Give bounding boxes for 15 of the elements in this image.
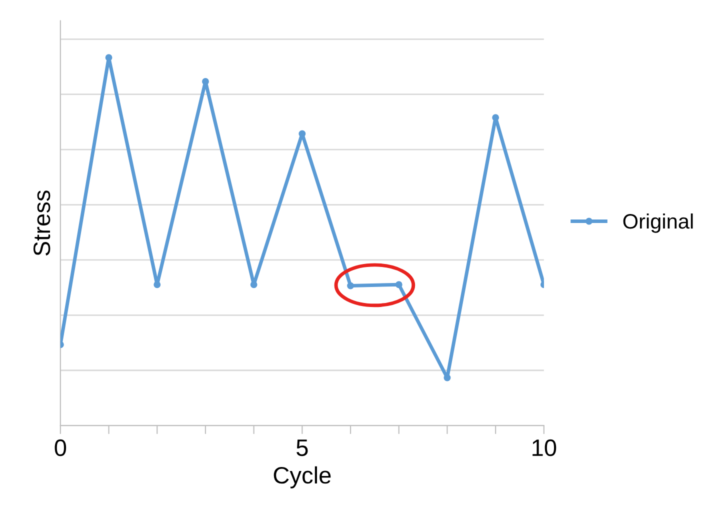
point bbox=[298, 130, 306, 138]
point bbox=[395, 281, 402, 288]
x-axis-title: Cycle bbox=[274, 466, 331, 488]
x-tick-label: 10 bbox=[532, 439, 556, 456]
point bbox=[105, 54, 112, 62]
legend-label: Original bbox=[623, 213, 693, 233]
point bbox=[154, 281, 161, 288]
point bbox=[202, 78, 209, 85]
point bbox=[444, 374, 451, 382]
point bbox=[347, 282, 354, 290]
x-tick-label: 5 bbox=[296, 440, 308, 456]
point bbox=[250, 281, 258, 288]
x-tick-label: 0 bbox=[54, 439, 66, 456]
y-axis-title: Stress bbox=[33, 190, 50, 256]
point bbox=[492, 114, 500, 122]
